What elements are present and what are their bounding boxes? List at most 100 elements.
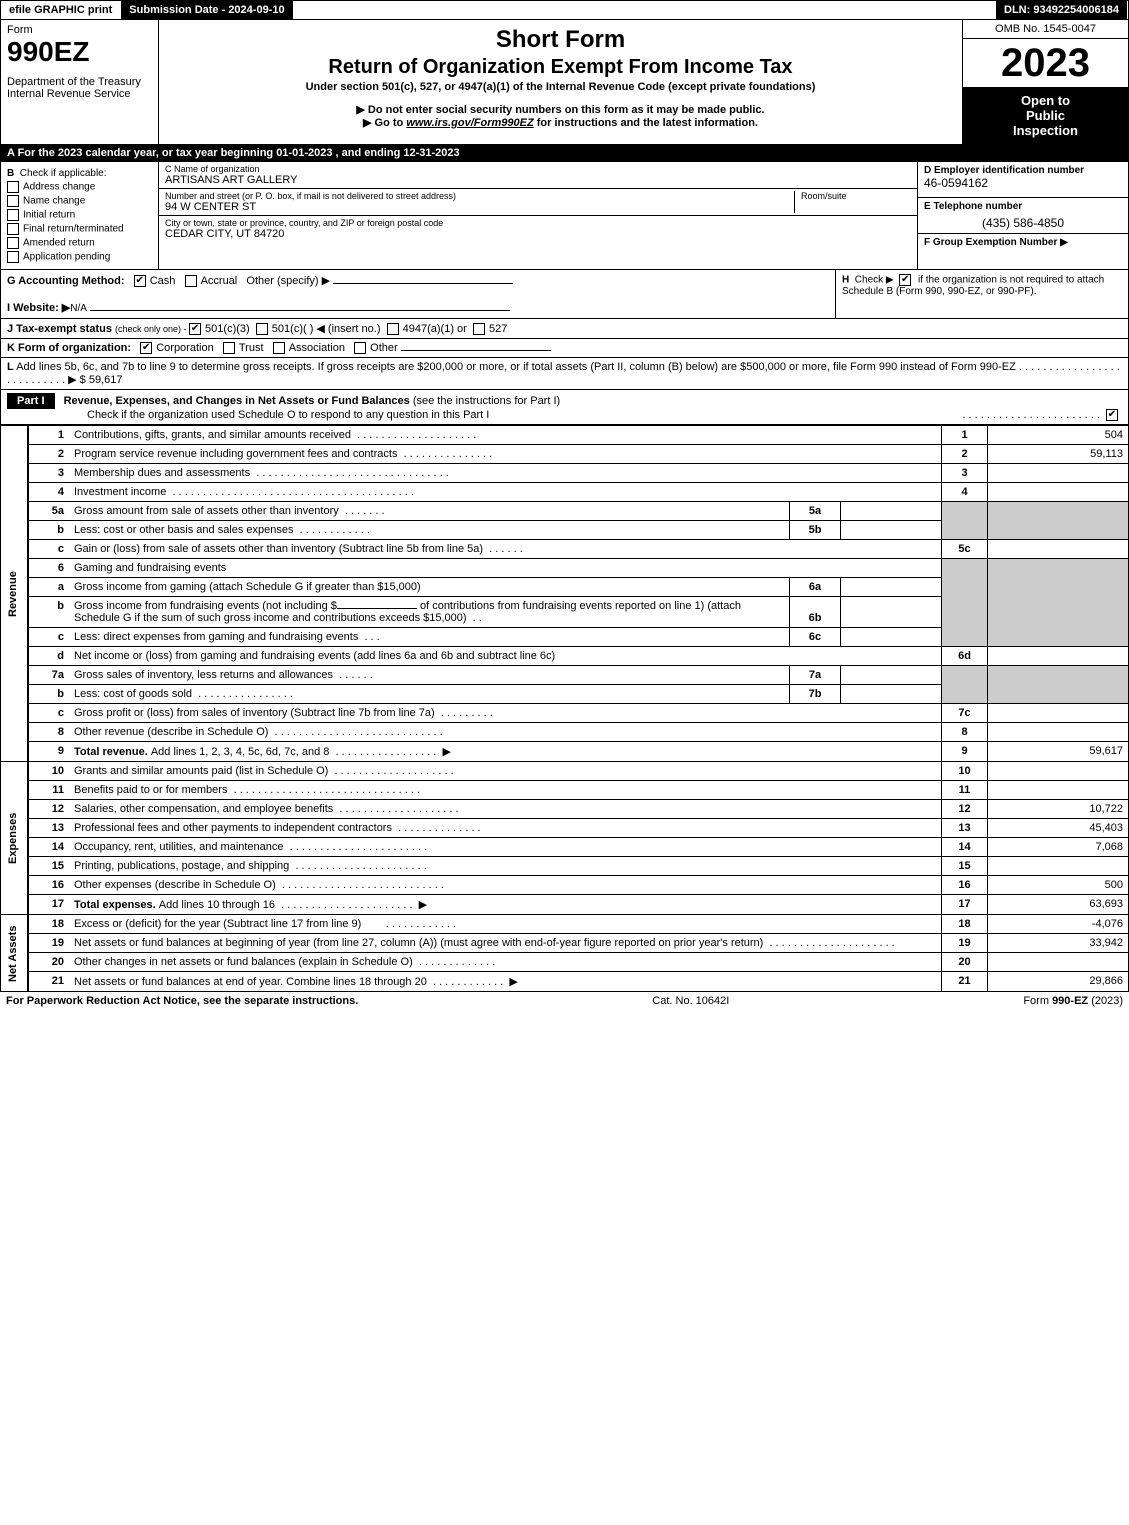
line-14-amount: 7,068 (988, 838, 1129, 857)
room-suite-label: Room/suite (801, 191, 911, 201)
table-row: 15 Printing, publications, postage, and … (1, 857, 1129, 876)
schedule-b-checkbox[interactable] (899, 274, 911, 286)
section-j: J Tax-exempt status (check only one) - 5… (0, 319, 1129, 339)
table-row: Expenses 10 Grants and similar amounts p… (1, 762, 1129, 781)
table-row: 20 Other changes in net assets or fund b… (1, 953, 1129, 972)
city-value: CEDAR CITY, UT 84720 (165, 228, 911, 240)
section-c: C Name of organization ARTISANS ART GALL… (159, 162, 917, 269)
revenue-sidebar: Revenue (1, 426, 29, 762)
table-row: 6 Gaming and fundraising events (1, 559, 1129, 578)
right-header-col: OMB No. 1545-0047 2023 Open to Public In… (962, 20, 1128, 144)
section-def: D Employer identification number 46-0594… (917, 162, 1128, 269)
table-row: 2 Program service revenue including gove… (1, 445, 1129, 464)
revenue-table: Revenue 1 Contributions, gifts, grants, … (0, 425, 1129, 992)
cash-checkbox[interactable] (134, 275, 146, 287)
line-2-amount: 59,113 (988, 445, 1129, 464)
part-1-check-line: Check if the organization used Schedule … (87, 409, 489, 421)
table-row: c Gross profit or (loss) from sales of i… (1, 704, 1129, 723)
table-row: c Gain or (loss) from sale of assets oth… (1, 540, 1129, 559)
501c3-checkbox[interactable] (189, 323, 201, 335)
section-k: K Form of organization: Corporation Trus… (0, 339, 1129, 358)
table-row: 8 Other revenue (describe in Schedule O)… (1, 723, 1129, 742)
paperwork-notice: For Paperwork Reduction Act Notice, see … (6, 995, 358, 1007)
line-19-amount: 33,942 (988, 934, 1129, 953)
form-label: Form (7, 24, 152, 36)
table-row: 12 Salaries, other compensation, and emp… (1, 800, 1129, 819)
final-return-checkbox[interactable] (7, 223, 19, 235)
dln-label: DLN: 93492254006184 (995, 1, 1128, 19)
line-13-amount: 45,403 (988, 819, 1129, 838)
line-16-amount: 500 (988, 876, 1129, 895)
top-bar: efile GRAPHIC print Submission Date - 20… (0, 0, 1129, 20)
ssn-warning: ▶ Do not enter social security numbers o… (165, 103, 956, 116)
part-1-label: Part I (7, 393, 55, 409)
line-21-amount: 29,866 (988, 972, 1129, 992)
subtitle: Under section 501(c), 527, or 4947(a)(1)… (165, 81, 956, 93)
application-pending-checkbox[interactable] (7, 251, 19, 263)
table-row: 4 Investment income . . . . . . . . . . … (1, 483, 1129, 502)
table-row: 3 Membership dues and assessments . . . … (1, 464, 1129, 483)
header-grid: B Check if applicable: Address change Na… (0, 162, 1129, 270)
catalog-number: Cat. No. 10642I (652, 995, 729, 1007)
net-assets-sidebar: Net Assets (1, 915, 29, 992)
table-row: d Net income or (loss) from gaming and f… (1, 647, 1129, 666)
schedule-o-checkbox[interactable] (1106, 409, 1118, 421)
submission-date-label: Submission Date - 2024-09-10 (120, 1, 293, 19)
gross-receipts-value: 59,617 (89, 374, 123, 386)
irs-link[interactable]: www.irs.gov/Form990EZ (406, 117, 533, 129)
inspection-badge: Open to Public Inspection (963, 87, 1128, 144)
line-17-amount: 63,693 (988, 895, 1129, 915)
table-row: 16 Other expenses (describe in Schedule … (1, 876, 1129, 895)
goto-line: ▶ Go to www.irs.gov/Form990EZ for instru… (165, 116, 956, 129)
efile-print-button[interactable]: efile GRAPHIC print (1, 1, 120, 19)
association-checkbox[interactable] (273, 342, 285, 354)
501c-checkbox[interactable] (256, 323, 268, 335)
name-change-checkbox[interactable] (7, 195, 19, 207)
table-row: 7a Gross sales of inventory, less return… (1, 666, 1129, 685)
trust-checkbox[interactable] (223, 342, 235, 354)
phone-value: (435) 586-4850 (924, 216, 1122, 230)
other-org-checkbox[interactable] (354, 342, 366, 354)
line-1-amount: 504 (988, 426, 1129, 445)
initial-return-checkbox[interactable] (7, 209, 19, 221)
ein-label: D Employer identification number (924, 165, 1084, 176)
section-b: B Check if applicable: Address change Na… (1, 162, 159, 269)
form-number: 990EZ (7, 36, 152, 68)
section-a-tax-year: A For the 2023 calendar year, or tax yea… (0, 145, 1129, 162)
corporation-checkbox[interactable] (140, 342, 152, 354)
page-footer: For Paperwork Reduction Act Notice, see … (0, 992, 1129, 1010)
table-row: 11 Benefits paid to or for members . . .… (1, 781, 1129, 800)
table-row: 9 Total revenue. Add lines 1, 2, 3, 4, 5… (1, 742, 1129, 762)
ein-value: 46-0594162 (924, 176, 1122, 190)
expenses-sidebar: Expenses (1, 762, 29, 915)
4947-checkbox[interactable] (387, 323, 399, 335)
org-name-value: ARTISANS ART GALLERY (165, 174, 911, 186)
accounting-method-label: G Accounting Method: (7, 275, 125, 287)
city-label: City or town, state or province, country… (165, 218, 911, 228)
table-row: 5a Gross amount from sale of assets othe… (1, 502, 1129, 521)
section-l: L Add lines 5b, 6c, and 7b to line 9 to … (0, 358, 1129, 390)
tax-year: 2023 (963, 39, 1128, 87)
table-row: Net Assets 18 Excess or (deficit) for th… (1, 915, 1129, 934)
table-row: 21 Net assets or fund balances at end of… (1, 972, 1129, 992)
org-name-label: C Name of organization (165, 164, 911, 174)
527-checkbox[interactable] (473, 323, 485, 335)
table-row: Revenue 1 Contributions, gifts, grants, … (1, 426, 1129, 445)
street-value: 94 W CENTER ST (165, 201, 794, 213)
table-row: 14 Occupancy, rent, utilities, and maint… (1, 838, 1129, 857)
form-identifier: Form 990EZ Department of the Treasury In… (1, 20, 159, 144)
amended-return-checkbox[interactable] (7, 237, 19, 249)
spacer (294, 1, 995, 19)
form-reference: Form 990-EZ (2023) (1023, 995, 1123, 1007)
table-row: 13 Professional fees and other payments … (1, 819, 1129, 838)
line-12-amount: 10,722 (988, 800, 1129, 819)
department-label: Department of the Treasury Internal Reve… (7, 76, 152, 100)
short-form-title: Short Form (165, 26, 956, 54)
main-title: Return of Organization Exempt From Incom… (165, 56, 956, 79)
accrual-checkbox[interactable] (185, 275, 197, 287)
website-value: N/A (70, 303, 87, 314)
section-h: H Check ▶ if the organization is not req… (835, 270, 1128, 318)
table-row: 17 Total expenses. Add lines 10 through … (1, 895, 1129, 915)
address-change-checkbox[interactable] (7, 181, 19, 193)
form-title-block: Short Form Return of Organization Exempt… (159, 20, 962, 144)
